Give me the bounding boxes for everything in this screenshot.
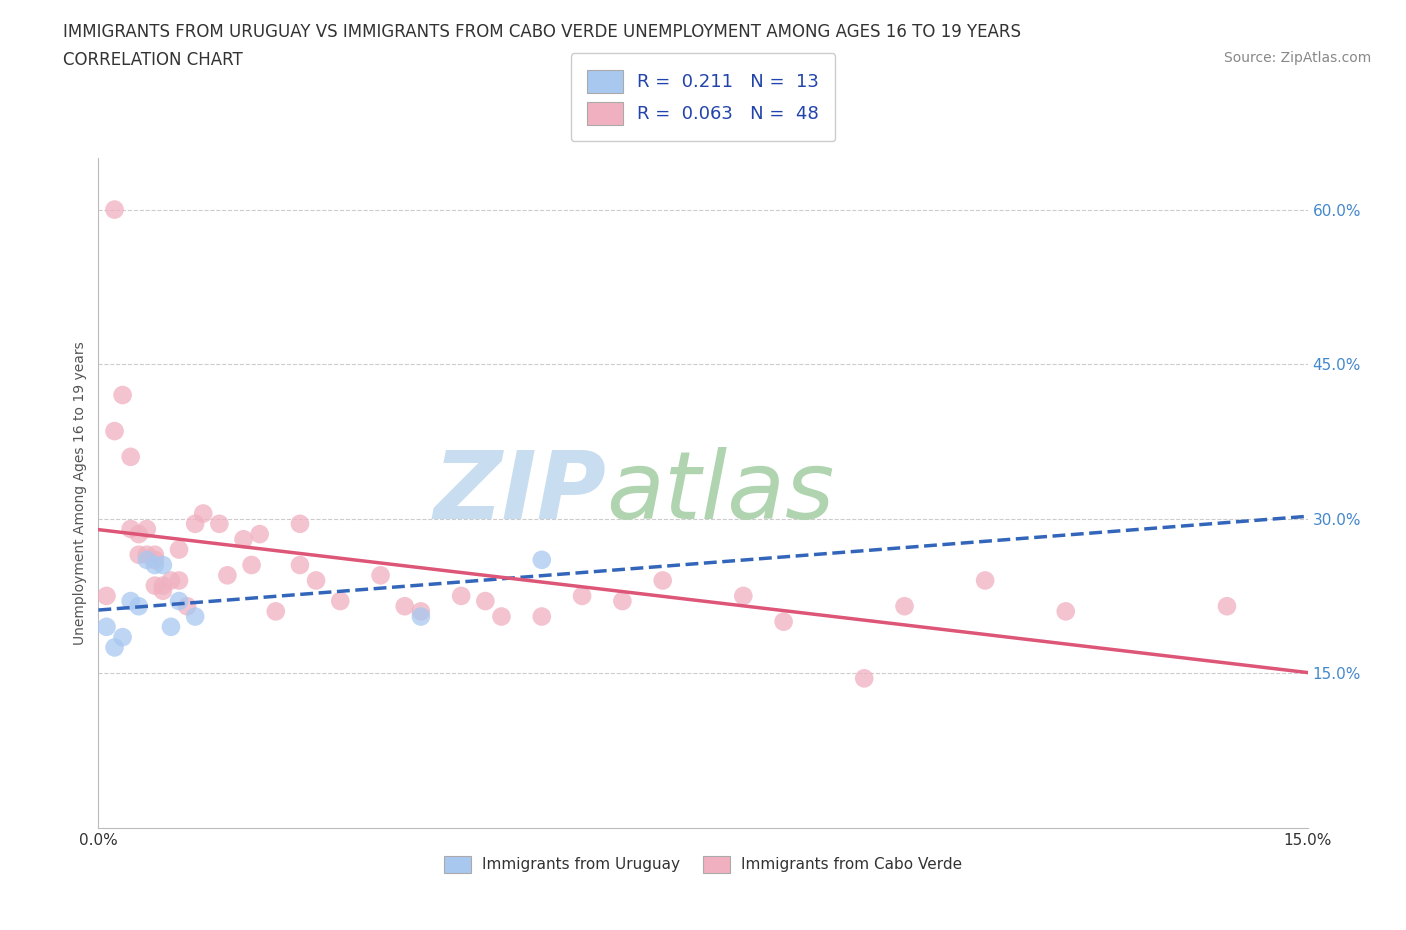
Point: [176, 599, 198, 614]
Point: [491, 609, 513, 624]
Point: [733, 589, 755, 604]
Point: [217, 568, 239, 583]
Point: [167, 573, 190, 588]
Point: [135, 552, 157, 567]
Point: [264, 604, 287, 618]
Point: [530, 552, 553, 567]
Point: [409, 604, 432, 618]
Point: [152, 578, 174, 593]
Point: [208, 516, 231, 531]
Point: [1054, 604, 1077, 618]
Point: [167, 593, 190, 608]
Point: [152, 558, 174, 573]
Legend: Immigrants from Uruguay, Immigrants from Cabo Verde: Immigrants from Uruguay, Immigrants from…: [436, 848, 970, 881]
Point: [111, 630, 134, 644]
Point: [96, 619, 118, 634]
Point: [249, 526, 271, 541]
Point: [120, 449, 142, 464]
Text: Source: ZipAtlas.com: Source: ZipAtlas.com: [1223, 51, 1371, 65]
Point: [143, 578, 166, 593]
Point: [111, 388, 134, 403]
Point: [103, 424, 125, 439]
Point: [288, 516, 311, 531]
Point: [96, 589, 118, 604]
Point: [160, 573, 183, 588]
Point: [103, 640, 125, 655]
Point: [612, 593, 634, 608]
Point: [571, 589, 593, 604]
Point: [135, 547, 157, 562]
Point: [143, 552, 166, 567]
Point: [409, 609, 432, 624]
Point: [184, 516, 207, 531]
Point: [128, 599, 150, 614]
Point: [240, 558, 263, 573]
Text: IMMIGRANTS FROM URUGUAY VS IMMIGRANTS FROM CABO VERDE UNEMPLOYMENT AMONG AGES 16: IMMIGRANTS FROM URUGUAY VS IMMIGRANTS FR…: [63, 23, 1021, 41]
Point: [288, 558, 311, 573]
Point: [152, 583, 174, 598]
Point: [474, 593, 496, 608]
Point: [160, 619, 183, 634]
Point: [329, 593, 352, 608]
Text: CORRELATION CHART: CORRELATION CHART: [63, 51, 243, 69]
Point: [167, 542, 190, 557]
Point: [184, 609, 207, 624]
Point: [853, 671, 876, 685]
Point: [772, 614, 794, 629]
Point: [370, 568, 392, 583]
Point: [193, 506, 215, 521]
Point: [128, 547, 150, 562]
Point: [305, 573, 328, 588]
Y-axis label: Unemployment Among Ages 16 to 19 years: Unemployment Among Ages 16 to 19 years: [73, 341, 87, 644]
Point: [103, 202, 125, 217]
Text: atlas: atlas: [606, 447, 835, 538]
Point: [143, 558, 166, 573]
Point: [120, 593, 142, 608]
Point: [128, 526, 150, 541]
Point: [893, 599, 915, 614]
Point: [530, 609, 553, 624]
Point: [651, 573, 673, 588]
Point: [394, 599, 416, 614]
Point: [232, 532, 254, 547]
Point: [120, 522, 142, 537]
Point: [143, 547, 166, 562]
Point: [135, 522, 157, 537]
Point: [974, 573, 997, 588]
Point: [1216, 599, 1239, 614]
Text: ZIP: ZIP: [433, 447, 606, 538]
Point: [450, 589, 472, 604]
